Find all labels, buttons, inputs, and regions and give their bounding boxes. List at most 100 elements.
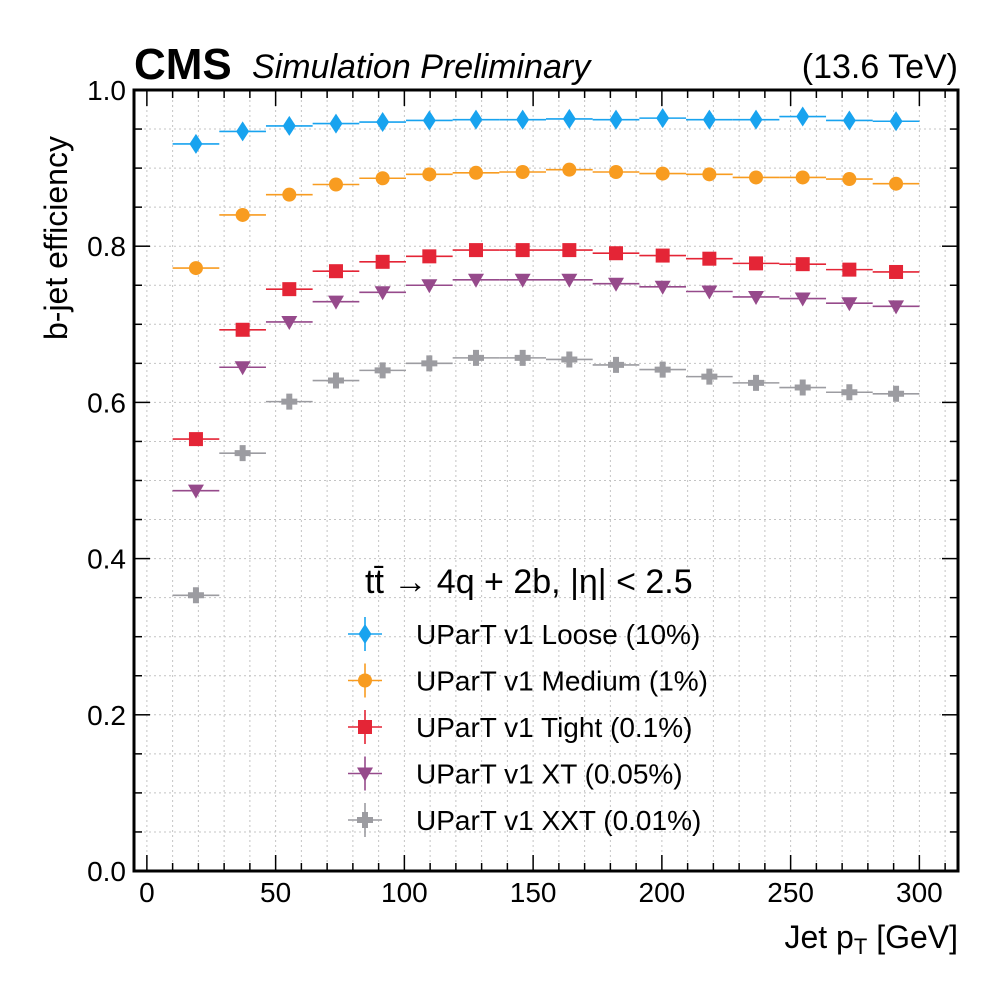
data-point: [701, 285, 718, 300]
data-point: [654, 361, 671, 378]
series-4: [172, 349, 920, 604]
data-point: [842, 172, 857, 187]
y-tick-label: 0.0: [87, 856, 126, 887]
data-point: [282, 187, 297, 202]
data-point: [794, 379, 811, 396]
data-point: [422, 110, 436, 131]
series-3: [172, 273, 920, 499]
x-tick-label: 0: [139, 877, 155, 908]
data-point: [515, 243, 530, 258]
data-point: [749, 109, 763, 130]
data-point: [562, 108, 576, 129]
legend-label: UParT v1 XT (0.05%): [416, 759, 683, 790]
legend-item: UParT v1 Medium (1%): [348, 663, 708, 698]
legend-marker: [357, 767, 373, 782]
data-point: [235, 322, 250, 337]
data-point: [748, 374, 765, 391]
data-point: [187, 587, 204, 604]
y-axis-label: b-jet efficiency: [38, 136, 74, 340]
data-point: [701, 368, 718, 385]
data-point: [562, 162, 577, 177]
data-point: [234, 445, 251, 462]
legend-marker: [358, 624, 372, 644]
x-tick-label: 250: [767, 877, 814, 908]
data-point: [702, 167, 717, 182]
data-point: [282, 282, 297, 297]
data-point: [609, 246, 624, 261]
data-point: [282, 115, 296, 136]
data-point: [188, 432, 203, 447]
data-point: [328, 264, 343, 279]
data-point: [702, 251, 717, 266]
series-0: [172, 106, 920, 154]
series-2: [172, 243, 920, 447]
x-axis-label-subscript: T: [854, 934, 867, 959]
data-point: [467, 349, 484, 366]
y-tick-label: 0.6: [87, 387, 126, 418]
data-point: [702, 109, 716, 130]
data-point: [608, 356, 625, 373]
data-point: [795, 170, 810, 185]
energy-label: (13.6 TeV): [802, 48, 958, 86]
tick-labels: 0 50 100 150 200 250 300 0.0 0.2 0.4 0.6 0.8 1.0: [87, 75, 943, 908]
data-point: [376, 112, 390, 133]
data-point: [188, 261, 203, 276]
data-point: [655, 248, 670, 263]
data-point: [234, 361, 251, 376]
data-point: [794, 292, 811, 307]
data-point: [749, 170, 764, 185]
data-point: [608, 277, 625, 292]
legend-marker: [358, 673, 372, 688]
data-point: [281, 315, 298, 330]
data-point: [514, 349, 531, 366]
y-tick-label: 1.0: [87, 75, 126, 106]
data-point: [329, 113, 343, 134]
data-point: [842, 110, 856, 131]
data-point: [609, 165, 624, 180]
data-point: [421, 279, 438, 294]
legend-item: UParT v1 XXT (0.01%): [348, 803, 701, 837]
data-point: [235, 207, 250, 222]
data-series: [172, 106, 920, 604]
data-point: [841, 297, 858, 312]
legend-item: UParT v1 XT (0.05%): [348, 756, 683, 791]
data-point: [375, 171, 390, 186]
y-tick-label: 0.8: [87, 231, 126, 262]
data-point: [841, 384, 858, 401]
x-tick-label: 150: [510, 877, 557, 908]
grid: [134, 90, 958, 871]
data-point: [795, 257, 810, 272]
data-point: [796, 106, 810, 127]
data-point: [889, 111, 903, 132]
data-point: [654, 280, 671, 295]
data-point: [421, 355, 438, 372]
legend-title: tt̄ → 4q + 2b, |η| < 2.5: [365, 563, 693, 601]
data-point: [515, 165, 530, 180]
legend-item: UParT v1 Tight (0.1%): [348, 710, 692, 744]
legend-label: UParT v1 Medium (1%): [416, 666, 708, 697]
y-tick-label: 0.2: [87, 700, 126, 731]
data-point: [888, 385, 905, 402]
data-point: [842, 262, 857, 277]
y-tick-label: 0.4: [87, 544, 126, 575]
experiment-label: CMS: [134, 40, 232, 89]
x-tick-label: 300: [896, 877, 943, 908]
data-point: [888, 300, 905, 315]
legend-marker: [357, 812, 373, 828]
data-point: [328, 177, 343, 192]
data-point: [656, 108, 670, 129]
data-point: [422, 249, 437, 264]
data-point: [468, 243, 483, 258]
data-point: [889, 176, 904, 191]
data-point: [422, 167, 437, 182]
data-point: [516, 109, 530, 130]
data-point: [187, 484, 204, 499]
data-point: [562, 243, 577, 258]
data-point: [749, 256, 764, 271]
data-point: [467, 273, 484, 288]
data-point: [236, 121, 250, 142]
simulation-label: Simulation Preliminary: [252, 48, 592, 86]
data-point: [561, 351, 578, 368]
data-point: [514, 273, 531, 288]
